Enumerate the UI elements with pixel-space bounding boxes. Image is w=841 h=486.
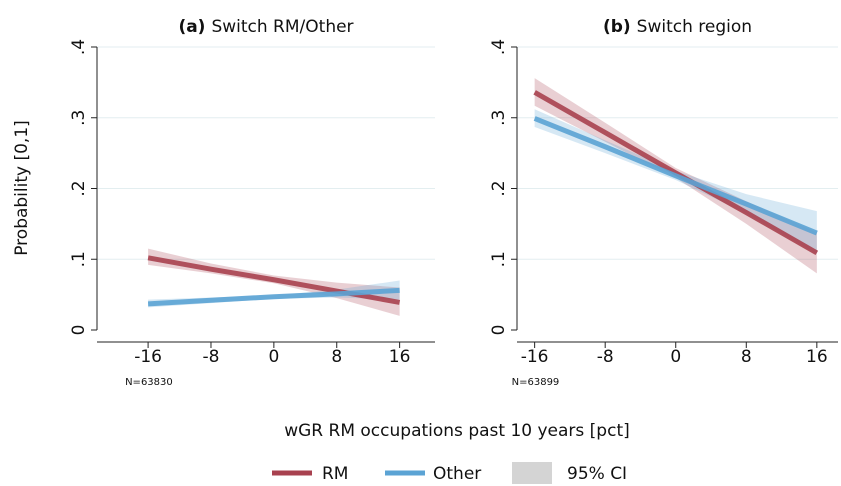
panel-title-prefix: (b): [603, 17, 631, 37]
y-tick-label: .4: [489, 39, 509, 55]
x-tick-label: 16: [389, 347, 411, 367]
x-tick-label: 0: [268, 347, 279, 367]
series-line: [533, 116, 818, 236]
y-tick-label: .4: [69, 39, 89, 55]
series-line: [147, 287, 400, 307]
x-tick-label: -8: [597, 347, 614, 367]
panel-title: (a) Switch RM/Other: [178, 17, 353, 37]
x-tick-label: 8: [741, 347, 752, 367]
legend-label: 95% CI: [567, 464, 627, 484]
y-tick-label: .1: [69, 251, 89, 267]
x-tick-label: -16: [134, 347, 162, 367]
y-tick-label: .2: [69, 180, 89, 196]
panel-title-text: Switch RM/Other: [211, 17, 353, 37]
panel-title-text: Switch region: [637, 17, 752, 37]
sample-size: N=63830: [125, 377, 173, 388]
x-tick-label: 0: [670, 347, 681, 367]
sample-size: N=63899: [512, 377, 560, 388]
legend-label: Other: [433, 464, 481, 484]
y-tick-label: .1: [489, 251, 509, 267]
y-tick-label: .2: [489, 180, 509, 196]
y-tick-label: 0: [69, 325, 89, 336]
series-line: [533, 90, 819, 256]
y-tick-label: .3: [489, 110, 509, 126]
x-tick-label: 8: [331, 347, 342, 367]
legend-label: RM: [322, 464, 348, 484]
x-axis-label: wGR RM occupations past 10 years [pct]: [284, 421, 630, 441]
x-tick-label: -8: [203, 347, 220, 367]
y-axis-label: Probability [0,1]: [12, 120, 32, 256]
y-tick-label: .3: [69, 110, 89, 126]
x-tick-label: 16: [806, 347, 828, 367]
panel-title: (b) Switch region: [603, 17, 752, 37]
panel-title-prefix: (a): [178, 17, 205, 37]
legend-swatch: [512, 462, 552, 484]
y-tick-label: 0: [489, 325, 509, 336]
x-tick-label: -16: [521, 347, 549, 367]
